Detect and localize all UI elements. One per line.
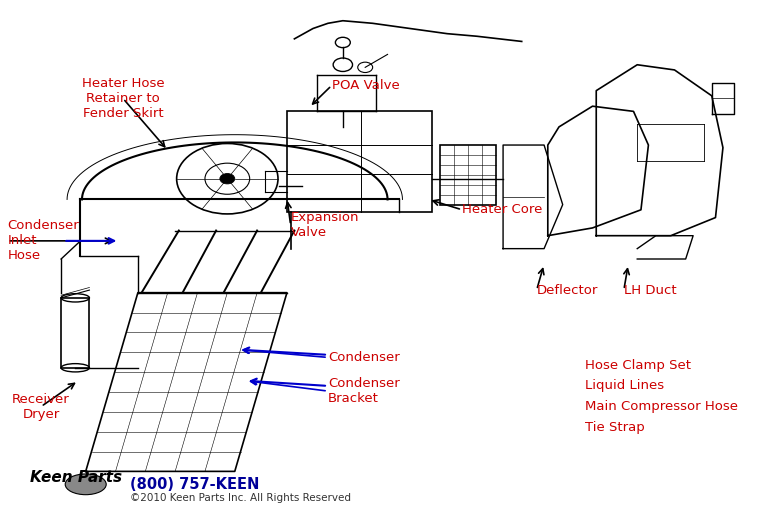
Bar (287, 111, 432, 212)
Text: Main Compressor Hose: Main Compressor Hose (585, 400, 738, 413)
Text: POA Valve: POA Valve (332, 79, 400, 92)
Text: Liquid Lines: Liquid Lines (585, 379, 665, 393)
Text: Receiver
Dryer: Receiver Dryer (12, 393, 70, 421)
Text: LH Duct: LH Duct (624, 283, 676, 297)
Text: Hose Clamp Set: Hose Clamp Set (585, 358, 691, 372)
Text: Keen Parts: Keen Parts (30, 470, 122, 485)
Text: Condenser
Bracket: Condenser Bracket (328, 377, 400, 405)
Text: Expansion
Valve: Expansion Valve (290, 211, 359, 239)
Text: Tie Strap: Tie Strap (585, 421, 644, 434)
Text: Heater Hose
Retainer to
Fender Skirt: Heater Hose Retainer to Fender Skirt (82, 77, 164, 120)
Text: (800) 757-KEEN: (800) 757-KEEN (130, 477, 259, 492)
Text: ©2010 Keen Parts Inc. All Rights Reserved: ©2010 Keen Parts Inc. All Rights Reserve… (130, 493, 351, 503)
Text: Condenser: Condenser (328, 351, 400, 364)
Text: Deflector: Deflector (537, 283, 598, 297)
Bar (61, 298, 89, 368)
Bar (440, 145, 496, 205)
Text: Heater Core: Heater Core (462, 203, 542, 217)
Ellipse shape (65, 474, 106, 495)
Text: Condenser
Inlet
Hose: Condenser Inlet Hose (8, 219, 79, 263)
Circle shape (220, 174, 235, 184)
